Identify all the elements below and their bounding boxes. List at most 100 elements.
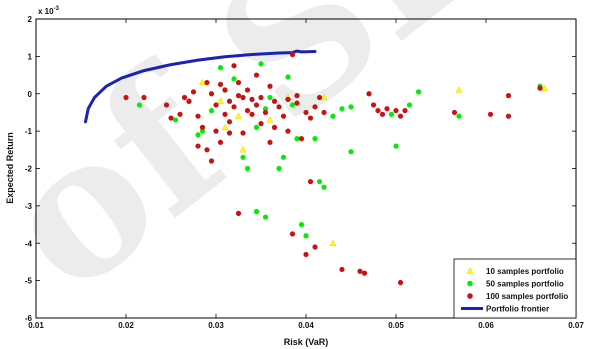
point-100-samples: [195, 113, 201, 119]
legend-label: 10 samples portfolio: [486, 267, 564, 276]
point-50-samples: [312, 136, 318, 142]
point-100-samples: [307, 115, 314, 121]
points-layer: [123, 51, 548, 286]
point-100-samples: [487, 111, 494, 117]
point-100-samples: [505, 113, 512, 119]
y-tick-label: -4: [25, 239, 33, 248]
point-50-samples: [267, 94, 273, 101]
y-tick-label: -2: [25, 165, 33, 174]
legend-item-50-samples: 50 samples portfolio: [467, 280, 564, 289]
point-100-samples: [217, 139, 224, 145]
point-100-samples: [451, 109, 458, 116]
y-tick-label: -6: [25, 314, 33, 323]
point-50-samples: [262, 214, 269, 220]
x-axis-label: Risk (VaR): [284, 337, 329, 347]
point-100-samples: [339, 266, 345, 273]
point-100-samples: [321, 109, 327, 116]
point-100-samples: [366, 91, 372, 97]
point-50-samples: [253, 208, 260, 215]
point-100-samples: [199, 124, 206, 130]
point-100-samples: [235, 79, 242, 86]
y-axis-label: Expected Return: [5, 132, 15, 204]
legend-circle-swatch: [467, 293, 473, 299]
point-100-samples: [303, 251, 309, 258]
legend-label: Portfolio frontier: [486, 305, 549, 314]
point-100-samples: [289, 51, 296, 58]
point-100-samples: [289, 231, 296, 237]
point-100-samples: [231, 63, 237, 69]
point-100-samples: [280, 113, 287, 119]
x-tick-label: 0.02: [118, 321, 134, 330]
x-tick-label: 0.04: [298, 321, 314, 330]
point-100-samples: [267, 139, 273, 145]
legend: 10 samples portfolio 50 samples portfolio…: [453, 258, 577, 319]
point-100-samples: [253, 72, 260, 78]
point-100-samples: [357, 268, 363, 274]
y-tick-label: -1: [25, 127, 33, 136]
point-100-samples: [361, 270, 368, 276]
point-50-samples: [393, 143, 399, 149]
point-100-samples: [195, 143, 201, 149]
point-100-samples: [375, 107, 381, 114]
point-50-samples: [303, 233, 309, 239]
legend-label: 50 samples portfolio: [486, 280, 564, 289]
point-100-samples: [258, 121, 264, 127]
point-100-samples: [177, 111, 183, 117]
legend-item-100-samples: 100 samples portfolio: [467, 292, 568, 301]
point-50-samples: [253, 124, 260, 130]
legend-item-frontier: Portfolio frontier: [461, 305, 549, 314]
point-100-samples: [235, 210, 242, 216]
x-tick-label: 0.03: [208, 321, 224, 330]
point-100-samples: [226, 98, 233, 104]
point-100-samples: [213, 128, 219, 134]
point-10-samples: [455, 86, 463, 93]
point-100-samples: [208, 91, 215, 97]
point-100-samples: [213, 102, 219, 108]
point-100-samples: [384, 106, 390, 112]
point-10-samples: [239, 146, 247, 153]
point-50-samples: [339, 106, 345, 112]
point-100-samples: [397, 279, 404, 286]
point-100-samples: [141, 94, 147, 101]
point-50-samples: [456, 113, 462, 119]
point-100-samples: [312, 244, 318, 250]
legend-item-10-samples: 10 samples portfolio: [466, 267, 564, 276]
point-50-samples: [195, 132, 201, 138]
point-100-samples: [298, 136, 305, 142]
point-100-samples: [231, 104, 237, 110]
point-100-samples: [253, 102, 260, 108]
point-50-samples: [298, 221, 305, 228]
point-100-samples: [316, 94, 323, 101]
point-100-samples: [190, 89, 197, 95]
point-50-samples: [244, 165, 251, 172]
point-50-samples: [316, 178, 323, 185]
point-100-samples: [294, 100, 300, 106]
point-50-samples: [289, 102, 296, 108]
legend-circle-swatch: [467, 280, 473, 287]
point-100-samples: [285, 96, 291, 102]
point-100-samples: [244, 107, 251, 114]
y-tick-label: 1: [28, 52, 33, 61]
y-multiplier-label: x 10-3: [38, 6, 60, 16]
point-100-samples: [537, 85, 543, 91]
point-100-samples: [271, 98, 278, 104]
point-50-samples: [262, 106, 269, 112]
point-50-samples: [208, 107, 215, 114]
point-10-samples: [217, 97, 224, 104]
point-10-samples: [541, 84, 548, 91]
legend-label: 100 samples portfolio: [486, 292, 568, 301]
x-tick-label: 0.07: [568, 321, 584, 330]
point-100-samples: [240, 94, 246, 101]
point-50-samples: [406, 102, 413, 108]
point-10-samples: [329, 239, 337, 246]
point-50-samples: [388, 111, 395, 117]
point-100-samples: [235, 93, 242, 99]
point-100-samples: [204, 79, 210, 86]
x-tick-label: 0.05: [388, 321, 404, 330]
point-100-samples: [244, 87, 251, 93]
point-100-samples: [217, 81, 224, 88]
point-50-samples: [280, 154, 287, 160]
point-100-samples: [186, 98, 192, 104]
y-tick-label: 0: [28, 90, 33, 99]
